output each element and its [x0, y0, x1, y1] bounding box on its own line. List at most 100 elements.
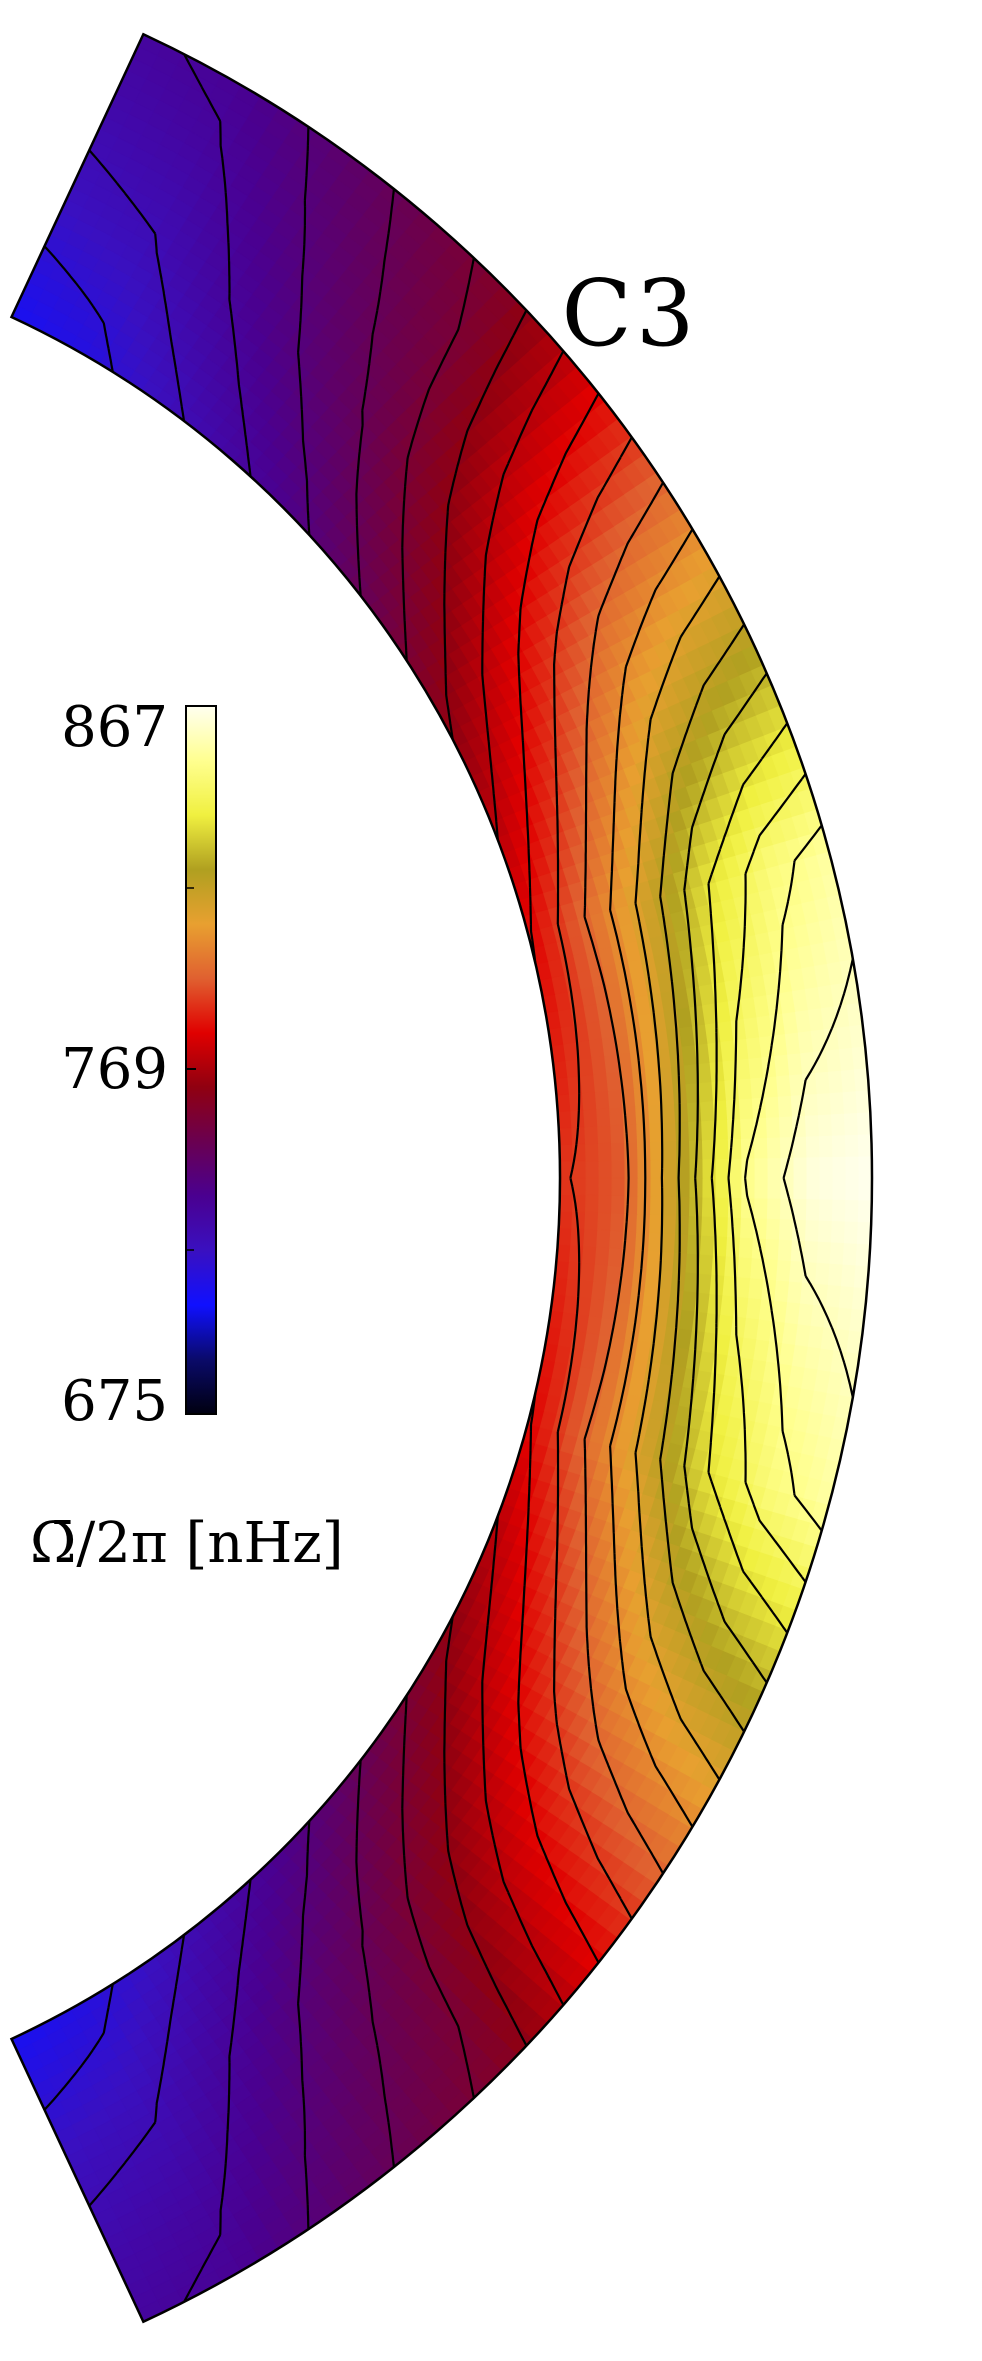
- rotation-cell: [584, 1141, 600, 1162]
- rotation-cell: [767, 1175, 782, 1199]
- rotation-cell: [700, 1117, 716, 1141]
- rotation-cell: [715, 1175, 730, 1198]
- rotation-cell: [832, 1153, 847, 1179]
- rotation-cell: [804, 1111, 820, 1137]
- rotation-cell: [778, 1113, 794, 1138]
- rotation-cell: [805, 1132, 821, 1158]
- rotation-cell: [610, 1122, 625, 1144]
- rotation-cell: [624, 1175, 639, 1197]
- rotation-cell: [764, 1093, 780, 1118]
- rotation-cell: [598, 1158, 613, 1179]
- rotation-cell: [816, 1089, 832, 1116]
- rotation-cell: [687, 1118, 703, 1141]
- contour-line: [43, 245, 114, 2111]
- rotation-cell: [856, 1108, 872, 1135]
- rotation-cell: [814, 1259, 831, 1286]
- colorbar-gradient: [185, 705, 217, 1415]
- rotation-cell: [816, 1238, 832, 1264]
- rotation-cell: [831, 1131, 847, 1158]
- rotation-cell: [584, 1209, 599, 1231]
- rotation-cell: [662, 1138, 678, 1161]
- rotation-cell: [830, 1110, 846, 1136]
- rotation-cell: [661, 1119, 677, 1142]
- rotation-cell: [805, 1196, 821, 1221]
- rotation-cell: [584, 1123, 599, 1145]
- rotation-cell: [572, 1175, 587, 1196]
- rotation-cell: [776, 1256, 792, 1282]
- rotation-cell: [597, 1210, 612, 1231]
- rotation-cell: [610, 1210, 625, 1232]
- rotation-cell: [714, 1213, 729, 1238]
- rotation-cell: [597, 1123, 612, 1144]
- rotation-cell: [819, 1153, 834, 1179]
- meridional-shell: [11, 34, 873, 2322]
- rotation-cell: [829, 1239, 845, 1265]
- rotation-cell: [817, 1217, 833, 1243]
- rotation-cell: [857, 1196, 873, 1223]
- rotation-cell: [663, 1156, 678, 1179]
- rotation-cell: [766, 1195, 782, 1220]
- rotation-cell: [624, 1157, 639, 1179]
- rotation-cell: [858, 1175, 873, 1201]
- rotation-cell: [840, 1261, 857, 1288]
- rotation-cell: [609, 1227, 625, 1250]
- rotation-cell: [765, 1215, 781, 1240]
- rotation-cell: [610, 1140, 626, 1161]
- rotation-cell: [597, 1192, 613, 1214]
- rotation-cell: [844, 1131, 860, 1157]
- rotation-cell: [739, 1115, 755, 1139]
- rotation-cell: [699, 1232, 716, 1256]
- rotation-cell: [817, 1111, 833, 1137]
- rotation-cell: [845, 1153, 860, 1179]
- rotation-cell: [827, 1260, 844, 1287]
- rotation-cell: [804, 1216, 820, 1242]
- rotation-cell: [754, 1175, 769, 1199]
- rotation-cell: [803, 1237, 819, 1263]
- rotation-cell: [715, 1155, 730, 1179]
- rotation-cell: [688, 1213, 703, 1236]
- rotation-cell: [830, 1217, 846, 1244]
- rotation-cell: [754, 1155, 769, 1179]
- rotation-cell: [856, 1218, 872, 1245]
- rotation-cell: [558, 1142, 574, 1162]
- rotation-cell: [598, 1175, 613, 1196]
- rotation-cell: [611, 1175, 626, 1197]
- rotation-cell: [585, 1158, 600, 1179]
- rotation-cell: [845, 1175, 860, 1201]
- rotation-cell: [806, 1175, 821, 1200]
- rotation-cell: [843, 1109, 859, 1136]
- rotation-cell: [857, 1130, 873, 1157]
- colorbar: 867 769 675 Ω̄/2π [nHz]: [30, 695, 344, 1576]
- rotation-cell: [713, 1116, 729, 1140]
- rotation-cell: [701, 1213, 716, 1237]
- colorbar-tick-mid: 769: [61, 1037, 168, 1102]
- panel-label: C3: [562, 260, 699, 367]
- rotation-cell: [831, 1196, 847, 1222]
- rotation-cell: [753, 1195, 769, 1219]
- rotation-cell: [597, 1140, 613, 1162]
- colorbar-label: Ω̄/2π [nHz]: [30, 1511, 344, 1576]
- rotation-cell: [673, 1231, 690, 1254]
- rotation-cell: [675, 1212, 690, 1235]
- rotation-cell: [819, 1175, 834, 1200]
- rotation-cell: [611, 1157, 626, 1179]
- rotation-cell: [741, 1175, 756, 1199]
- rotation-cell: [777, 1236, 793, 1262]
- rotation-cell: [842, 1239, 858, 1266]
- rotation-cell: [585, 1175, 600, 1196]
- rotation-cell: [660, 1230, 677, 1253]
- rotation-cell: [714, 1194, 730, 1218]
- rotation-cell: [766, 1134, 782, 1159]
- rotation-cell: [832, 1175, 847, 1201]
- contour-line: [88, 149, 186, 2207]
- rotation-cell: [558, 1208, 573, 1229]
- rotation-cell: [842, 1087, 858, 1114]
- rotation-cell: [793, 1175, 808, 1200]
- rotation-cell: [764, 1235, 780, 1261]
- rotation-cell: [726, 1116, 742, 1140]
- rotation-cell: [765, 1113, 781, 1139]
- colorbar-tick-max: 867: [61, 695, 168, 760]
- rotation-cell: [737, 1254, 753, 1279]
- rotation-cell: [738, 1234, 754, 1259]
